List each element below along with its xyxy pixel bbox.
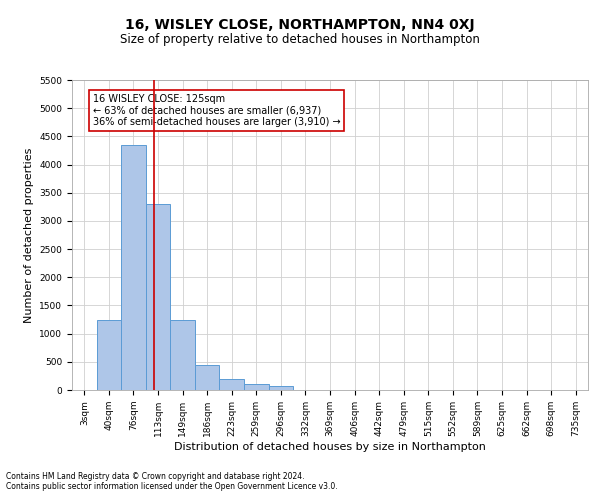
Y-axis label: Number of detached properties: Number of detached properties — [24, 148, 34, 322]
Text: 16, WISLEY CLOSE, NORTHAMPTON, NN4 0XJ: 16, WISLEY CLOSE, NORTHAMPTON, NN4 0XJ — [125, 18, 475, 32]
Bar — [220, 378, 244, 390]
Bar — [170, 320, 195, 390]
Bar — [269, 386, 293, 390]
Text: Size of property relative to detached houses in Northampton: Size of property relative to detached ho… — [120, 32, 480, 46]
X-axis label: Distribution of detached houses by size in Northampton: Distribution of detached houses by size … — [174, 442, 486, 452]
Text: Contains HM Land Registry data © Crown copyright and database right 2024.: Contains HM Land Registry data © Crown c… — [6, 472, 305, 481]
Text: 16 WISLEY CLOSE: 125sqm
← 63% of detached houses are smaller (6,937)
36% of semi: 16 WISLEY CLOSE: 125sqm ← 63% of detache… — [92, 94, 340, 127]
Bar — [146, 204, 170, 390]
Bar — [97, 320, 121, 390]
Bar — [121, 145, 146, 390]
Bar — [195, 364, 220, 390]
Bar — [244, 384, 269, 390]
Text: Contains public sector information licensed under the Open Government Licence v3: Contains public sector information licen… — [6, 482, 338, 491]
